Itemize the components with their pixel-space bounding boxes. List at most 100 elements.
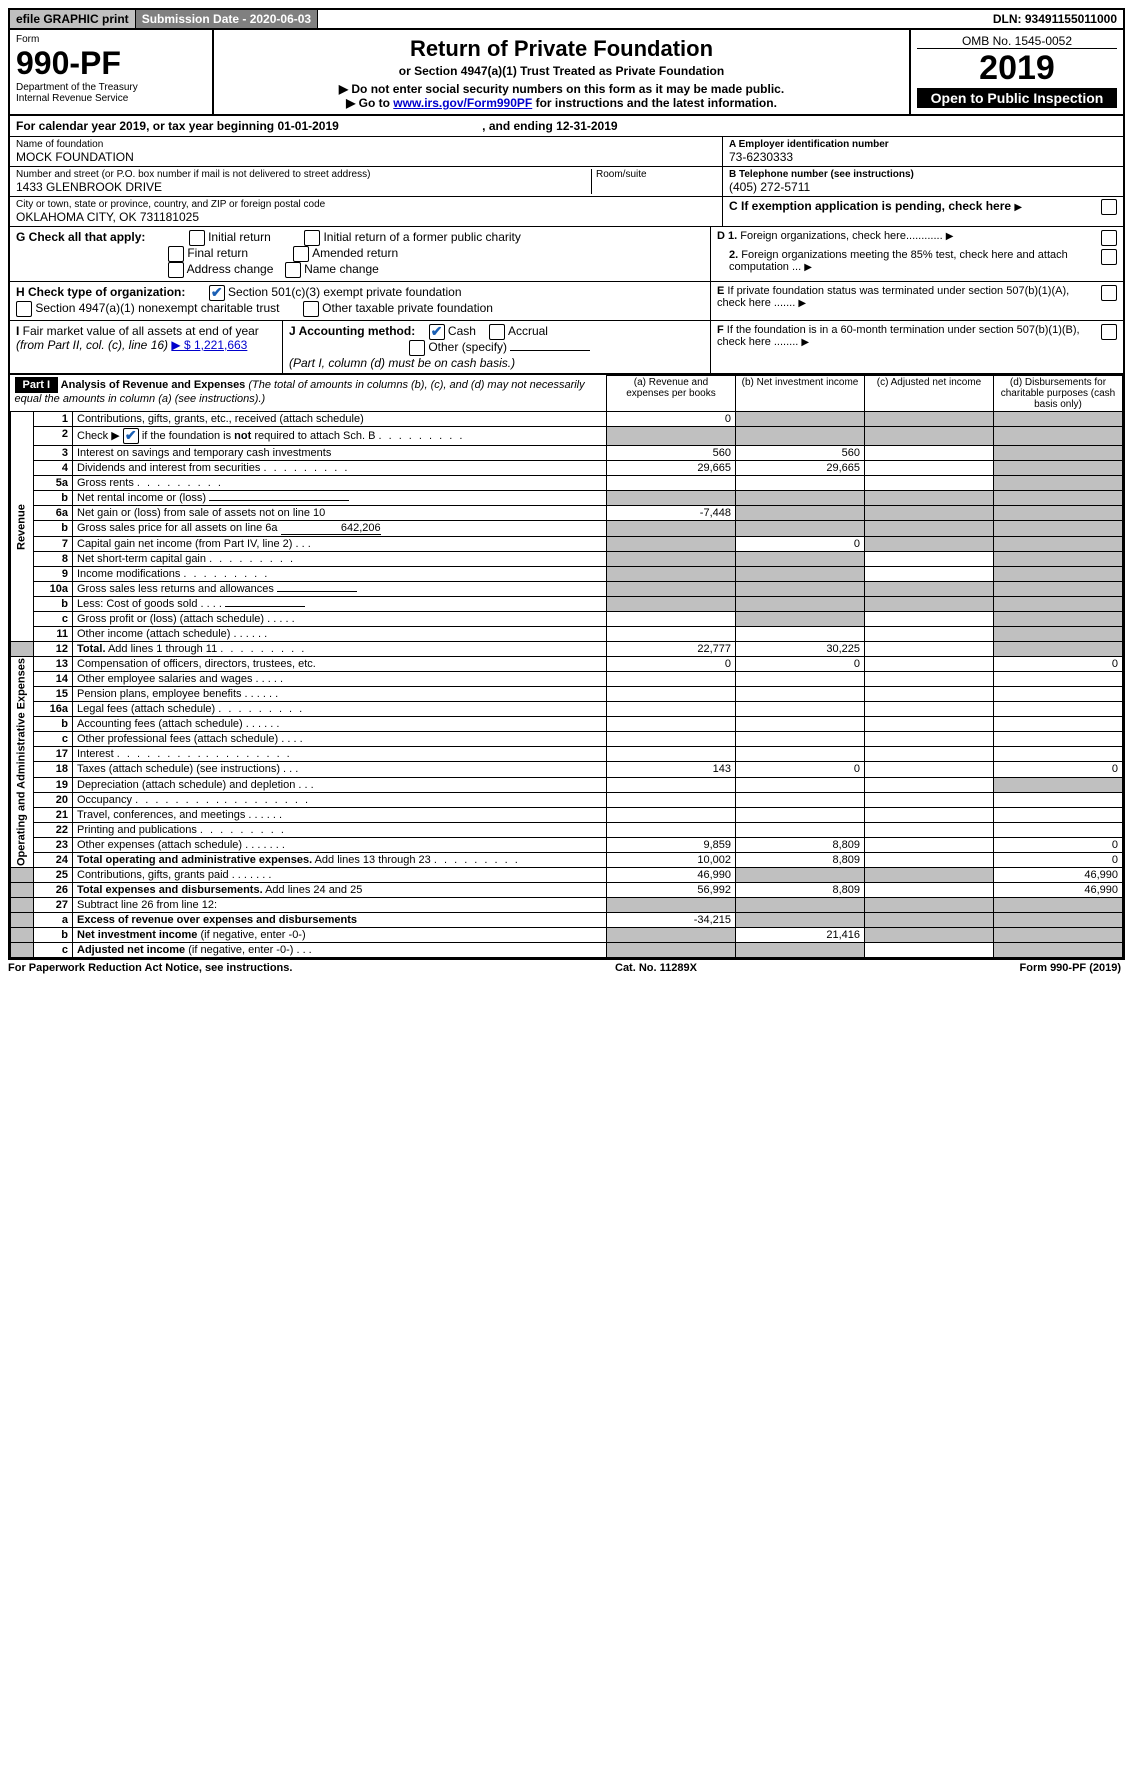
val-a: 143 [607, 762, 736, 777]
omb-label: OMB No. 1545-0052 [917, 34, 1117, 49]
row-desc: Legal fees (attach schedule) [77, 703, 215, 715]
i-value[interactable]: ▶ $ 1,221,663 [171, 338, 247, 352]
h1-label: Section 501(c)(3) exempt private foundat… [228, 285, 461, 299]
row-num: a [34, 913, 73, 928]
col-c-head: (c) Adjusted net income [865, 376, 994, 412]
row-num: c [34, 943, 73, 958]
f-checkbox[interactable] [1101, 324, 1117, 340]
val-a: -34,215 [607, 913, 736, 928]
g-section: G Check all that apply: Initial return I… [10, 227, 710, 281]
row-desc: Other expenses (attach schedule) [77, 839, 242, 851]
addr-label: Number and street (or P.O. box number if… [16, 169, 591, 180]
ein: 73-6230333 [729, 150, 1117, 164]
irs-link[interactable]: www.irs.gov/Form990PF [393, 96, 532, 110]
dln-label: DLN: 93491155011000 [987, 10, 1123, 28]
val-b: 0 [736, 657, 865, 672]
form-990pf: efile GRAPHIC print Submission Date - 20… [8, 8, 1125, 960]
arrow-icon [804, 261, 812, 273]
row-desc: Gross sales price for all assets on line… [77, 522, 278, 534]
val-b: 29,665 [736, 461, 865, 476]
d1-checkbox[interactable] [1101, 230, 1117, 246]
row-desc: Pension plans, employee benefits [77, 688, 242, 700]
val-b: 8,809 [736, 852, 865, 867]
amended-label: Amended return [312, 246, 398, 260]
cash-label: Cash [448, 324, 476, 338]
ein-cell: A Employer identification number 73-6230… [723, 137, 1123, 167]
final-checkbox[interactable] [168, 246, 184, 262]
h1-checkbox[interactable]: ✔ [209, 285, 225, 301]
other-checkbox[interactable] [409, 340, 425, 356]
top-bar: efile GRAPHIC print Submission Date - 20… [10, 10, 1123, 30]
row-desc: Contributions, gifts, grants, etc., rece… [73, 412, 607, 427]
cash-checkbox[interactable]: ✔ [429, 324, 445, 340]
val-b: 30,225 [736, 642, 865, 657]
schb-checkbox[interactable]: ✔ [123, 428, 139, 444]
val-d: 0 [994, 837, 1123, 852]
row-num: 24 [34, 852, 73, 867]
calyear-end: , and ending 12-31-2019 [482, 119, 617, 133]
h3-checkbox[interactable] [303, 301, 319, 317]
val-a: 0 [607, 412, 736, 427]
val-a: -7,448 [607, 506, 736, 521]
val-d: 0 [994, 852, 1123, 867]
row-desc: Check ▶ ✔ if the foundation is not requi… [73, 427, 607, 446]
row-desc: Interest on savings and temporary cash i… [73, 446, 607, 461]
val-b: 8,809 [736, 883, 865, 898]
val-b: 0 [736, 762, 865, 777]
other-label: Other (specify) [428, 340, 507, 354]
row-num: 2 [34, 427, 73, 446]
row-desc: Occupancy [77, 794, 132, 806]
header-left: Form 990-PF Department of the Treasury I… [10, 30, 214, 114]
accrual-checkbox[interactable] [489, 324, 505, 340]
col-b-head: (b) Net investment income [736, 376, 865, 412]
name-label: Name of foundation [16, 139, 716, 150]
part1-label: Part I [15, 377, 59, 393]
amended-checkbox[interactable] [293, 246, 309, 262]
address-cell: Number and street (or P.O. box number if… [10, 167, 722, 197]
arrow-icon [801, 336, 809, 348]
arrow-icon [798, 297, 806, 309]
row-desc: Printing and publications [77, 824, 197, 836]
row-desc: Gross rents [77, 477, 134, 489]
dept-label: Department of the Treasury [16, 82, 206, 93]
row-desc: Contributions, gifts, grants paid [77, 869, 229, 881]
e-checkbox[interactable] [1101, 285, 1117, 301]
val-d: 0 [994, 657, 1123, 672]
d2-checkbox[interactable] [1101, 249, 1117, 265]
row-desc: Excess of revenue over expenses and disb… [73, 913, 607, 928]
row-num: 12 [34, 642, 73, 657]
c-label: C If exemption application is pending, c… [729, 199, 1011, 213]
row-desc: Travel, conferences, and meetings [77, 809, 245, 821]
row-num: 21 [34, 807, 73, 822]
h2-checkbox[interactable] [16, 301, 32, 317]
initial-former-checkbox[interactable] [304, 230, 320, 246]
row-num: 22 [34, 822, 73, 837]
row-num: 18 [34, 762, 73, 777]
note2-pre: ▶ Go to [346, 96, 393, 110]
name-change-checkbox[interactable] [285, 262, 301, 278]
row-num: c [34, 732, 73, 747]
row-num: b [34, 597, 73, 612]
row-desc: Dividends and interest from securities [77, 462, 260, 474]
e-section: E If private foundation status was termi… [710, 282, 1123, 320]
val-d: 46,990 [994, 868, 1123, 883]
form-number: 990-PF [16, 45, 206, 82]
col-a-head: (a) Revenue and expenses per books [607, 376, 736, 412]
val-a: 10,002 [607, 852, 736, 867]
row-desc: Taxes (attach schedule) (see instruction… [77, 763, 280, 775]
accrual-label: Accrual [508, 324, 548, 338]
h2-label: Section 4947(a)(1) nonexempt charitable … [35, 301, 279, 315]
arrow-icon [946, 230, 954, 242]
initial-checkbox[interactable] [189, 230, 205, 246]
tax-year: 2019 [917, 49, 1117, 88]
row-num: 5a [34, 476, 73, 491]
addr-change-checkbox[interactable] [168, 262, 184, 278]
row-num: 23 [34, 837, 73, 852]
val-b: 8,809 [736, 837, 865, 852]
section-ij: I Fair market value of all assets at end… [10, 321, 1123, 375]
row-num: 19 [34, 777, 73, 792]
c-checkbox[interactable] [1101, 199, 1117, 215]
arrow-icon [1014, 199, 1022, 213]
f-section: F If the foundation is in a 60-month ter… [710, 321, 1123, 373]
row-num: 10a [34, 582, 73, 597]
